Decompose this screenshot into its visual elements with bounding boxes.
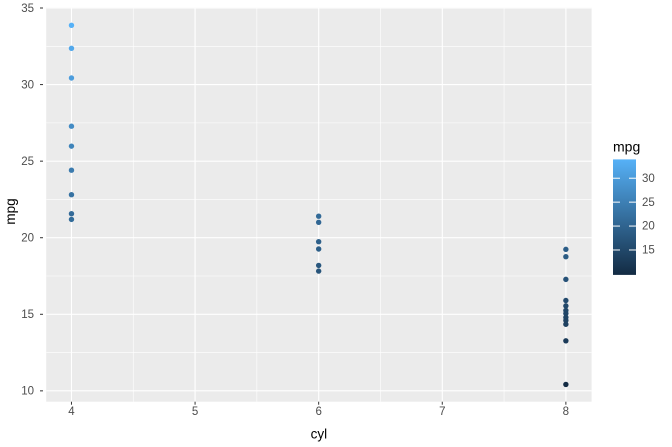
svg-text:mpg: mpg <box>613 139 640 155</box>
svg-text:8: 8 <box>563 406 569 418</box>
svg-text:20: 20 <box>21 233 34 245</box>
svg-text:25: 25 <box>21 156 34 168</box>
svg-text:25: 25 <box>642 197 655 209</box>
svg-text:cyl: cyl <box>311 427 328 442</box>
svg-text:6: 6 <box>315 406 321 418</box>
svg-text:10: 10 <box>21 386 34 398</box>
svg-text:30: 30 <box>21 80 34 92</box>
svg-text:5: 5 <box>192 406 198 418</box>
svg-text:7: 7 <box>439 406 445 418</box>
svg-text:mpg: mpg <box>3 198 18 224</box>
svg-text:4: 4 <box>68 406 75 418</box>
svg-text:15: 15 <box>642 245 655 257</box>
svg-text:35: 35 <box>21 3 34 15</box>
svg-text:30: 30 <box>642 173 655 185</box>
svg-text:15: 15 <box>21 309 34 321</box>
svg-text:20: 20 <box>642 221 655 233</box>
